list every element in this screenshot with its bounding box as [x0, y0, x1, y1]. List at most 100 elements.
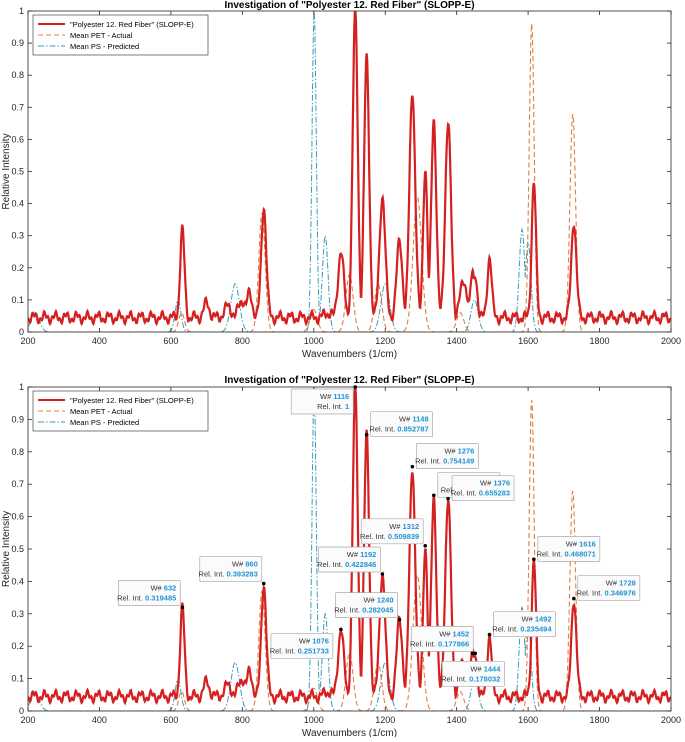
y-tick-label: 0.4	[11, 199, 24, 209]
data-tip-x: W# 1116	[320, 392, 349, 401]
data-tip-box	[360, 518, 424, 545]
data-tip-box	[290, 388, 354, 415]
data-tip-marker	[473, 651, 478, 656]
data-tip-marker	[470, 651, 475, 656]
y-tick-label: 0.8	[11, 447, 24, 457]
x-tick-label: 200	[20, 715, 35, 725]
y-tick-label: 0.1	[11, 674, 24, 684]
data-tip-x: W# 1076	[299, 636, 329, 645]
x-tick-label: 1200	[375, 715, 395, 725]
data-tip-y-value: 0.393283	[226, 570, 257, 579]
x-tick-label: 1600	[518, 336, 538, 346]
data-tip-y-value: 0.754149	[443, 457, 474, 466]
data-tip-marker	[410, 464, 415, 469]
legend: "Polyester 12. Red Fiber" (SLOPP-E) Mean …	[32, 14, 209, 56]
data-tip-x: W# 1492	[521, 615, 551, 624]
x-tick-label: 1400	[447, 336, 467, 346]
data-tip-box	[370, 411, 433, 438]
y-tick-label: 0.9	[11, 414, 24, 424]
x-tick-label: 2000	[661, 715, 681, 725]
data-tip-x: W# 1312	[389, 522, 419, 531]
y-tick-label: 1	[19, 6, 24, 16]
x-axis-label: Wavenumbers (1/cm)	[302, 728, 397, 737]
series-line-2	[28, 399, 671, 711]
x-tick-label: 800	[235, 336, 250, 346]
data-tip-box	[451, 475, 515, 502]
x-tick-label: 1800	[590, 715, 610, 725]
data-tip-y-value: 0.235494	[520, 625, 552, 634]
data-tip-y-value: 0.251733	[298, 646, 329, 655]
legend-label-1: "Polyester 12. Red Fiber" (SLOPP-E)	[70, 396, 194, 405]
y-tick-label: 0.1	[11, 295, 24, 305]
data-tip-x-value: 1192	[360, 550, 376, 559]
x-tick-label: 1000	[304, 336, 324, 346]
x-tick-label: 200	[20, 336, 35, 346]
data-tip-y: Rel. Int. 0.509839	[360, 532, 419, 541]
data-tip-x-value: 1116	[333, 392, 349, 401]
x-tick-label: 800	[235, 715, 250, 725]
legend-label-2: Mean PET - Actual	[70, 31, 133, 40]
data-tip-box	[335, 592, 398, 618]
data-tip-y-value: 1	[345, 402, 349, 411]
data-tip-x: W# 1616	[566, 539, 596, 548]
data-tip-marker	[364, 432, 369, 437]
y-tick-label: 0.3	[11, 609, 24, 619]
y-tick-label: 0.6	[11, 134, 24, 144]
data-tip-marker	[532, 557, 536, 562]
data-tip-box	[537, 535, 601, 562]
data-tip-x: W# 1444	[470, 664, 501, 673]
y-tick-label: 0	[19, 327, 24, 337]
y-tick-label: 0.2	[11, 641, 24, 651]
y-tick-label: 0.6	[11, 512, 24, 522]
y-tick-label: 0.5	[11, 544, 24, 554]
x-tick-label: 1400	[447, 715, 467, 725]
data-tip-y-value: 0.319485	[145, 593, 176, 602]
y-tick-label: 0.7	[11, 102, 24, 112]
data-tip-x-value: 1148	[412, 415, 428, 424]
data-tip-x-value: 1728	[619, 579, 636, 588]
x-tick-label: 600	[163, 336, 178, 346]
y-tick-label: 0	[19, 706, 24, 716]
data-tip-y-value: 0.346976	[605, 589, 636, 598]
data-tip-box	[416, 443, 479, 470]
series-line-1	[28, 387, 671, 706]
data-tip-marker	[353, 385, 358, 389]
data-tip-x: W# 1192	[347, 550, 377, 559]
x-tick-label: 1000	[304, 715, 324, 725]
x-tick-label: 400	[92, 336, 107, 346]
data-tip-x-value: 1492	[535, 615, 552, 624]
data-tip-y: Rel. Int. 0.177866	[410, 639, 469, 648]
x-tick-label: 1800	[590, 336, 610, 346]
y-tick-label: 0.5	[11, 167, 24, 177]
data-tip-marker	[180, 605, 185, 610]
data-tip-x-value: 1444	[484, 664, 502, 673]
y-tick-label: 0.8	[11, 70, 24, 80]
data-tip-y: Rel. Int. 0.282045	[334, 606, 393, 615]
data-tip-x: W# 1728	[606, 579, 636, 588]
data-tip-y: Rel. Int. 0.235494	[492, 625, 552, 634]
data-tip-x-value: 1312	[403, 522, 420, 531]
data-tip-box	[318, 546, 381, 573]
y-tick-label: 0.9	[11, 38, 24, 48]
data-tip-x-value: 860	[245, 560, 258, 569]
data-tip-x: W# 1240	[363, 596, 393, 605]
legend-label-3: Mean PS - Predicted	[70, 42, 139, 51]
data-tip-marker	[261, 581, 266, 586]
data-tip-x-value: 1376	[493, 479, 510, 488]
data-tip-y: Rel. Int. 0.852787	[369, 425, 428, 434]
data-tip-x: W# 1452	[439, 629, 469, 638]
data-tip-x-value: 1076	[312, 636, 329, 645]
data-tip-y: Rel. Int. 0.319485	[117, 593, 176, 602]
chart-panel-1: 200 400 600 800 1000 1200 1400 1600 1800 2000 0 0.1…	[1, 0, 681, 360]
data-tip-box	[270, 633, 334, 659]
